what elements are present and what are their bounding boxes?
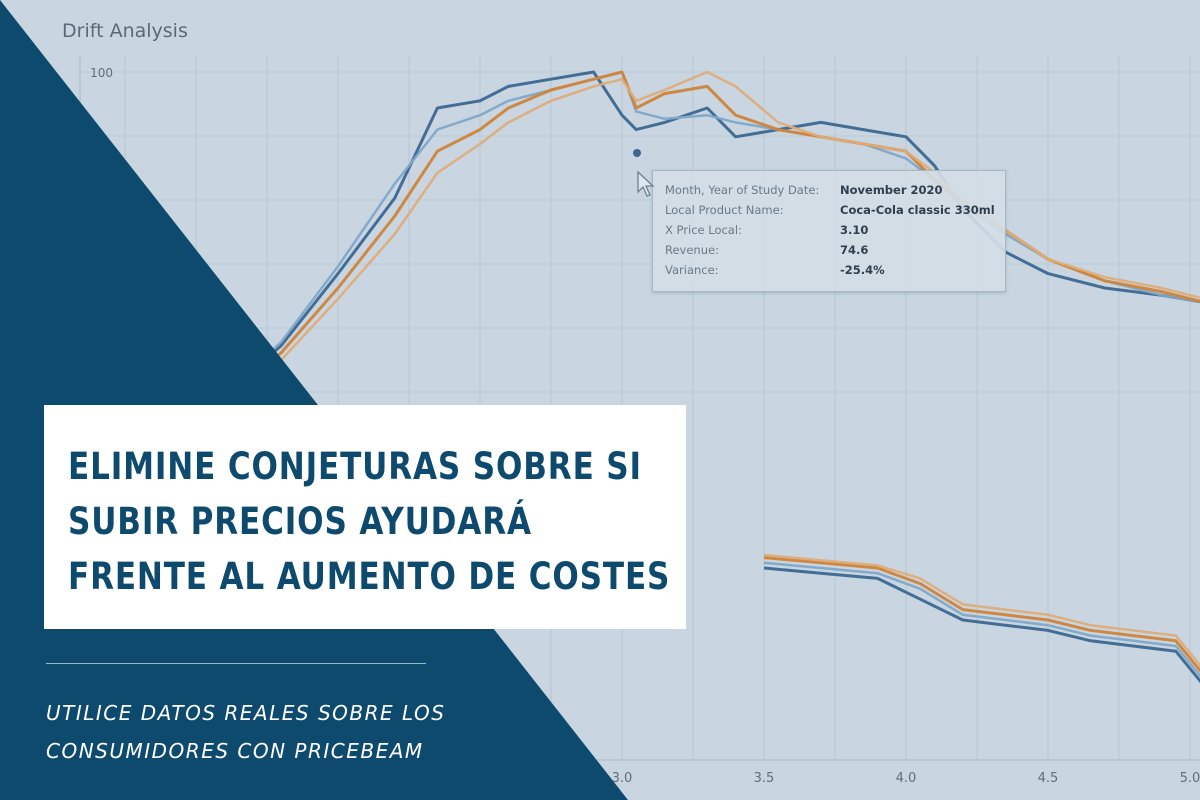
tooltip-label: Month, Year of Study Date: <box>665 183 820 197</box>
headline-card: ELIMINE CONJETURAS SOBRE SI SUBIR PRECIO… <box>44 405 686 629</box>
tooltip-label: Local Product Name: <box>665 203 784 217</box>
chart-title: Drift Analysis <box>62 20 188 42</box>
lower-panel-series-line <box>763 553 1200 668</box>
upper-panel-series-line <box>223 70 1200 398</box>
tooltip-value: -25.4% <box>840 263 885 277</box>
tooltip-value: 74.6 <box>840 243 869 257</box>
x-tick-label: 4.0 <box>896 771 917 786</box>
arrow-cursor-icon <box>637 170 655 197</box>
x-tick-label: 3.5 <box>754 771 775 786</box>
tooltip-value: 3.10 <box>840 223 869 237</box>
tooltip-label: X Price Local: <box>665 223 742 237</box>
divider-line <box>46 663 426 664</box>
tooltip-value: November 2020 <box>840 183 943 197</box>
headline-line: ELIMINE CONJETURAS SOBRE SI <box>68 445 642 488</box>
lower-panel-series-line <box>763 566 1200 684</box>
tooltip-row-variance: Variance: -25.4% <box>665 263 995 281</box>
x-tick-label: 5.0 <box>1180 771 1200 786</box>
headline: ELIMINE CONJETURAS SOBRE SI SUBIR PRECIO… <box>68 439 671 604</box>
tooltip-value: Coca-Cola classic 330ml <box>840 203 995 217</box>
subheadline-line: CONSUMIDORES CON PRICEBEAM <box>46 739 424 763</box>
tooltip-row-price: X Price Local: 3.10 <box>665 223 995 241</box>
x-tick-label: 4.5 <box>1038 771 1059 786</box>
subheadline: UTILICE DATOS REALES SOBRE LOS CONSUMIDO… <box>46 694 445 770</box>
tooltip-row-date: Month, Year of Study Date: November 2020 <box>665 183 995 201</box>
tooltip-label: Variance: <box>665 263 719 277</box>
tooltip-row-product: Local Product Name: Coca-Cola classic 33… <box>665 203 995 221</box>
lower-panel-series-line <box>763 556 1200 673</box>
tooltip-label: Revenue: <box>665 243 719 257</box>
headline-line: SUBIR PRECIOS AYUDARÁ <box>68 500 532 543</box>
lower-panel-series-line <box>763 561 1200 678</box>
tooltip-row-revenue: Revenue: 74.6 <box>665 243 995 261</box>
subheadline-line: UTILICE DATOS REALES SOBRE LOS <box>46 701 446 725</box>
x-tick-label: 3.0 <box>612 771 633 786</box>
upper-panel-series-line <box>223 70 1200 401</box>
upper-panel-series-line <box>223 70 1200 398</box>
chart-tooltip: Month, Year of Study Date: November 2020… <box>652 170 1006 292</box>
headline-line: FRENTE AL AUMENTO DE COSTES <box>68 555 671 598</box>
y-tick-label: 100 <box>90 66 113 80</box>
hover-point-marker <box>633 149 641 157</box>
